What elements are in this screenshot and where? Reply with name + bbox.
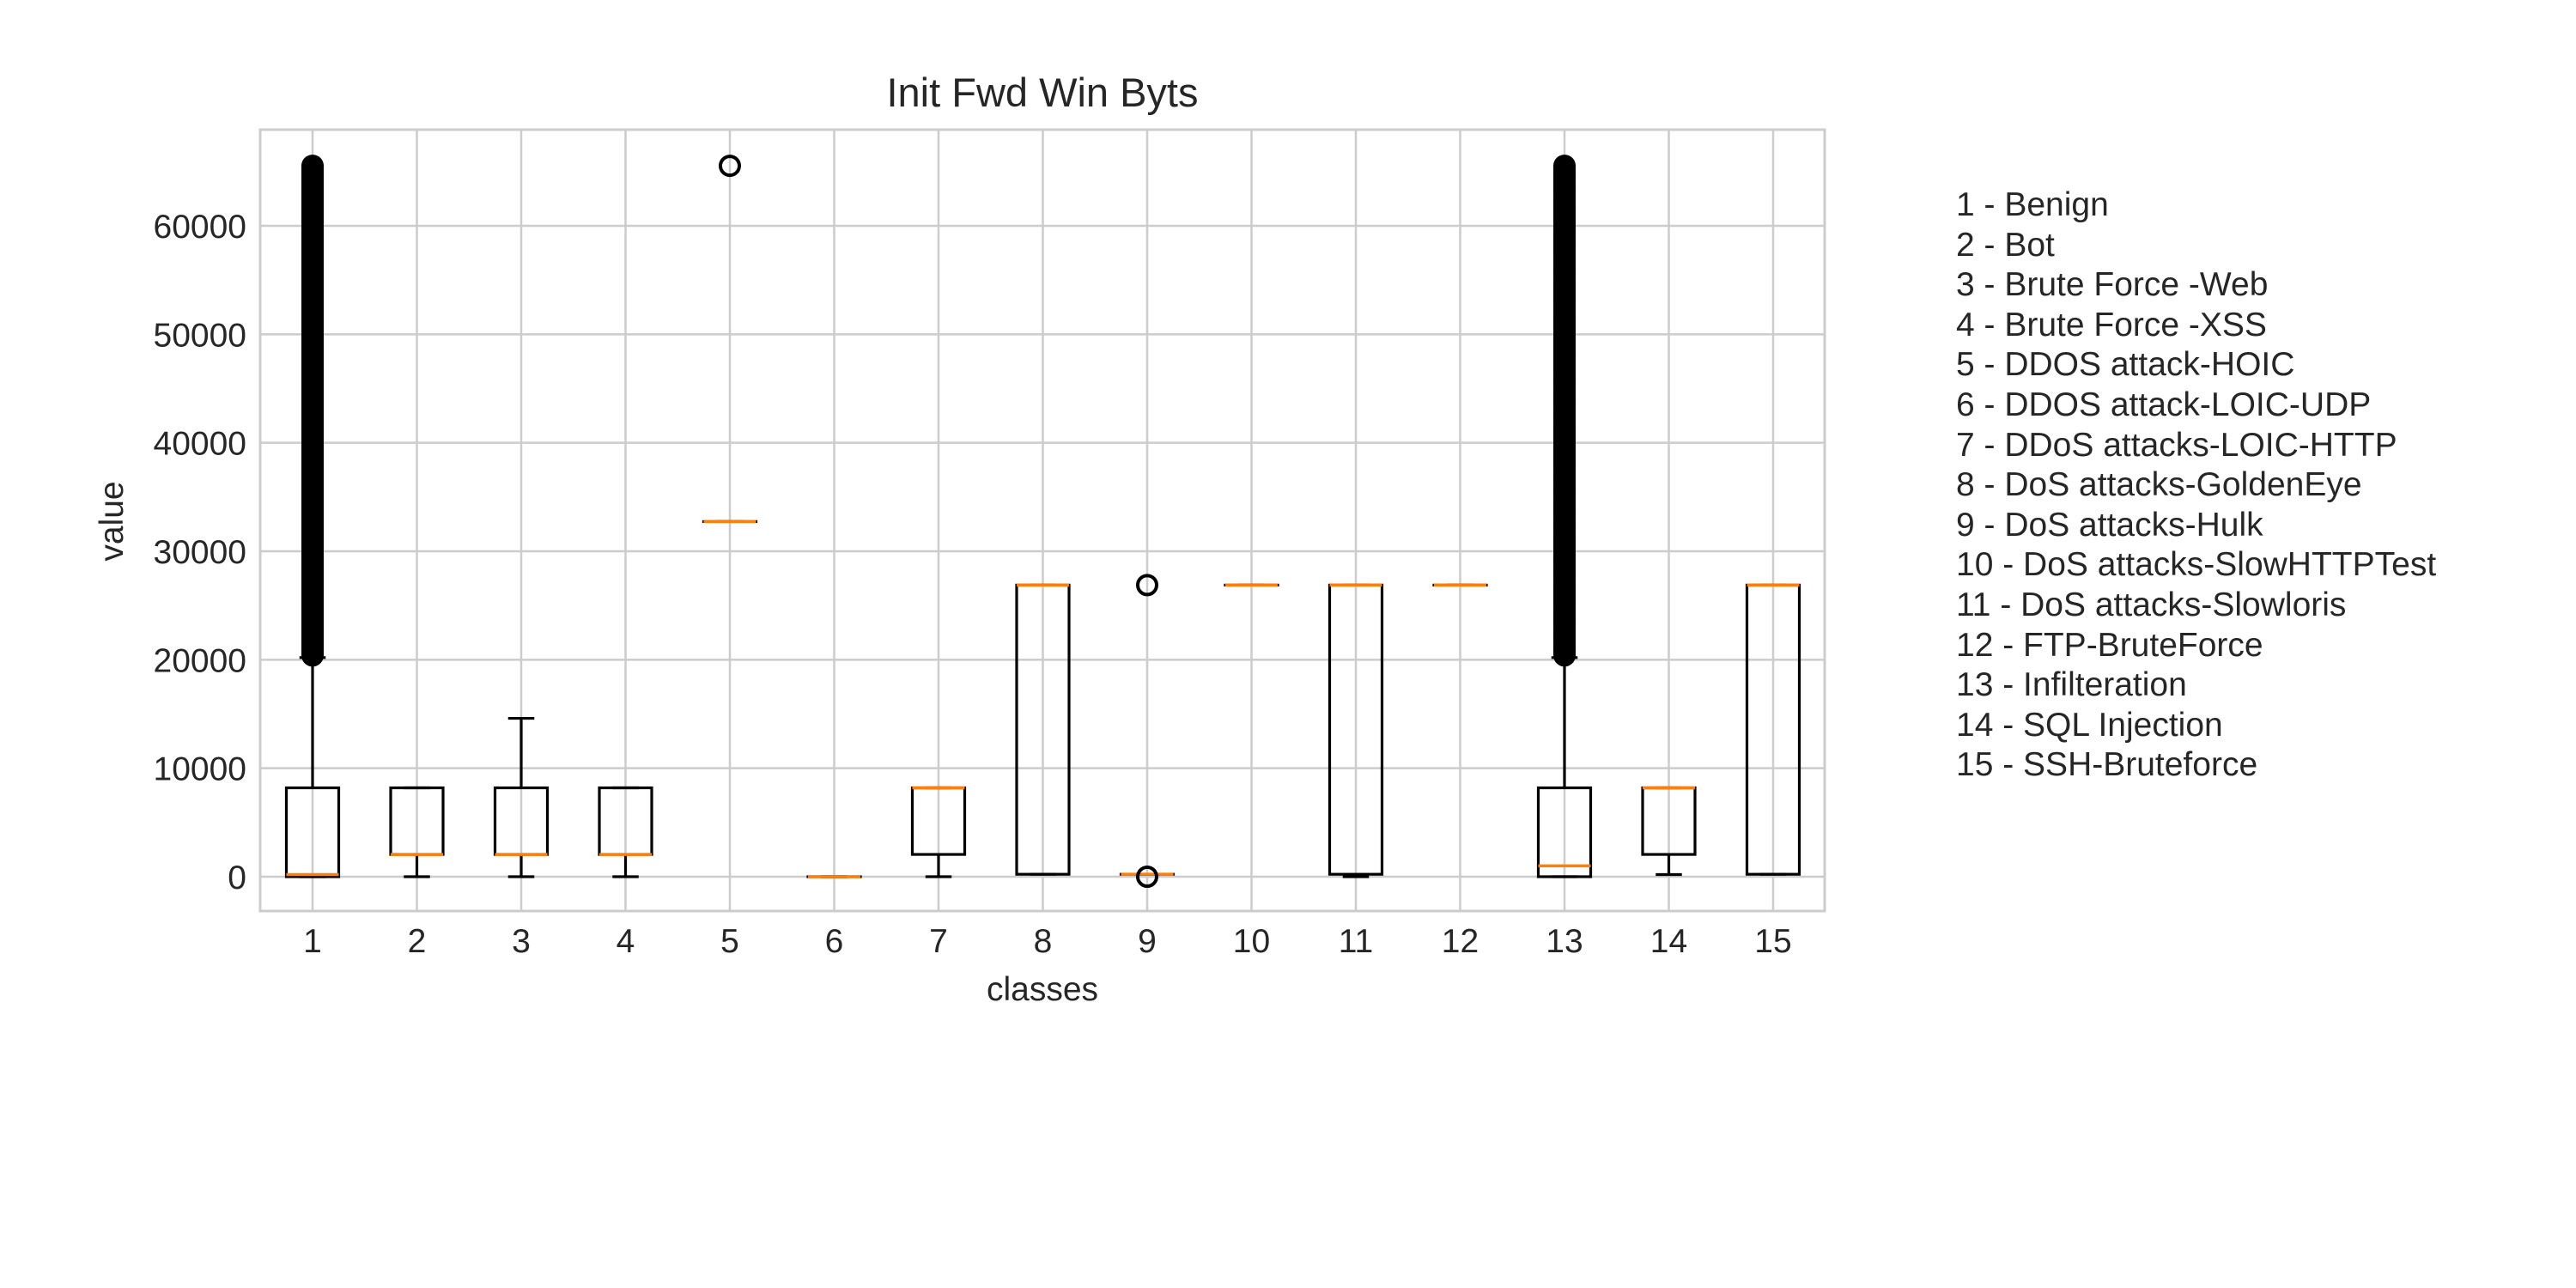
legend-item: 1 - Benign: [1956, 186, 2109, 223]
legend-item: 5 - DDOS attack-HOIC: [1956, 346, 2295, 384]
boxplot-class-11: [1327, 583, 1384, 878]
boxplot-class-2: [389, 786, 445, 878]
legend-item: 8 - DoS attacks-GoldenEye: [1956, 466, 2362, 504]
plot-frame: [258, 128, 1826, 913]
x-tick-label: 13: [1546, 923, 1583, 960]
boxplot-class-13: [1536, 155, 1593, 878]
y-tick-label: 20000: [154, 642, 246, 679]
legend-item: 11 - DoS attacks-Slowloris: [1956, 586, 2347, 623]
outlier-point: [1136, 866, 1158, 888]
x-axis-ticks: 1 2 3 4 5 6 7 8 9 10 11 12 13 14 15: [303, 923, 1792, 960]
legend-item: 13 - Infilteration: [1956, 666, 2187, 704]
boxplot-class-1: [284, 155, 341, 878]
x-tick-label: 5: [720, 923, 739, 960]
y-tick-label: 10000: [154, 751, 246, 788]
y-tick-label: 0: [228, 860, 246, 896]
y-axis-label: value: [94, 481, 131, 561]
legend-item: 9 - DoS attacks-Hulk: [1956, 506, 2263, 544]
legend-item: 14 - SQL Injection: [1956, 706, 2223, 744]
y-tick-label: 40000: [154, 426, 246, 463]
legend-item: 12 - FTP-BruteForce: [1956, 626, 2263, 664]
iqr-box: [1536, 786, 1593, 878]
y-axis-ticks: 0 10000 20000 30000 40000 50000 60000: [154, 209, 246, 896]
iqr-box: [284, 786, 341, 878]
outlier-point: [719, 155, 741, 178]
x-tick-label: 6: [825, 923, 844, 960]
boxplot-class-3: [493, 716, 550, 878]
x-tick-label: 2: [408, 923, 427, 960]
boxplot-class-7: [910, 786, 967, 878]
x-tick-label: 9: [1138, 923, 1157, 960]
boxplot-class-4: [598, 786, 653, 878]
boxplot-class-8: [1015, 583, 1071, 876]
legend-item: 2 - Bot: [1956, 226, 2055, 264]
boxplot-class-5: [702, 155, 758, 524]
class-legend: 1 - Benign 2 - Bot 3 - Brute Force -Web 4 -…: [1956, 185, 2436, 786]
outlier-point: [1136, 574, 1158, 597]
boxplot-class-9: [1119, 574, 1176, 888]
x-tick-label: 14: [1650, 923, 1687, 960]
x-tick-label: 3: [512, 923, 531, 960]
boxplots: [284, 155, 1801, 888]
boxplot-class-15: [1745, 583, 1801, 876]
legend-item: 3 - Brute Force -Web: [1956, 266, 2269, 304]
x-tick-label: 15: [1754, 923, 1791, 960]
x-tick-label: 12: [1442, 923, 1479, 960]
x-tick-label: 10: [1233, 923, 1270, 960]
y-tick-label: 60000: [154, 209, 246, 246]
x-tick-label: 1: [303, 923, 322, 960]
legend-item: 15 - SSH-Bruteforce: [1956, 746, 2258, 784]
x-axis-label: classes: [987, 971, 1098, 1008]
chart-title: Init Fwd Win Byts: [886, 70, 1198, 115]
y-tick-label: 30000: [154, 534, 246, 571]
legend-item: 4 - Brute Force -XSS: [1956, 306, 2267, 343]
x-tick-label: 7: [929, 923, 948, 960]
x-tick-label: 8: [1034, 923, 1053, 960]
y-tick-label: 50000: [154, 317, 246, 354]
legend-item: 7 - DDoS attacks-LOIC-HTTP: [1956, 426, 2397, 464]
legend-item: 6 - DDOS attack-LOIC-UDP: [1956, 386, 2372, 423]
outlier-point: [1553, 155, 1576, 178]
boxplot-class-14: [1641, 786, 1697, 877]
legend-item: 10 - DoS attacks-SlowHTTPTest: [1956, 546, 2437, 584]
outlier-point: [301, 155, 324, 178]
grid: [260, 130, 1825, 911]
x-tick-label: 4: [617, 923, 635, 960]
x-tick-label: 11: [1339, 923, 1374, 960]
